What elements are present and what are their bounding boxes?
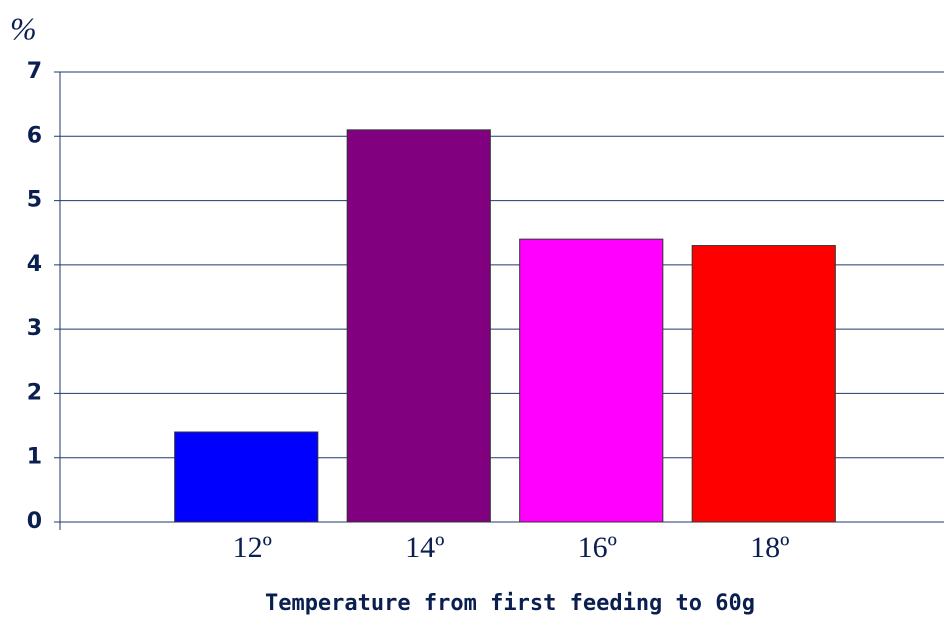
y-tick-label: 2 (27, 380, 42, 405)
y-tick-label: 7 (27, 59, 42, 84)
y-tick-label: 4 (27, 252, 42, 277)
y-tick-label: 3 (27, 316, 42, 341)
bar (691, 245, 836, 523)
y-tick-label: 0 (27, 509, 42, 534)
x-tick-label: 16º (578, 531, 617, 564)
x-tick-label: 18º (750, 531, 789, 564)
x-tick-label: 12º (233, 531, 272, 564)
bar (346, 129, 491, 523)
y-tick-label: 6 (27, 123, 42, 148)
x-axis-label: Temperature from first feeding to 60g (265, 591, 755, 616)
x-tick-label: 14º (405, 531, 444, 564)
y-tick-label: 5 (27, 188, 42, 213)
y-axis-label: % (10, 10, 37, 46)
y-tick-label: 1 (27, 445, 42, 470)
bar (519, 238, 664, 523)
bar (174, 431, 319, 523)
